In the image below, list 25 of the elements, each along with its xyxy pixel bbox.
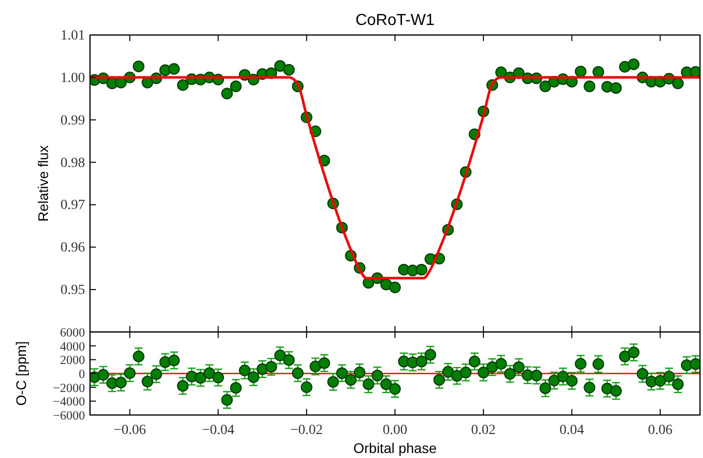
x-axis-title: Orbital phase xyxy=(353,440,437,456)
y-tick-label: 1.00 xyxy=(60,70,85,86)
x-tick-label: −0.04 xyxy=(202,423,234,438)
y-tick-label: 0 xyxy=(78,367,85,381)
y-tick-label: −6000 xyxy=(52,408,85,422)
x-tick-label: 0.06 xyxy=(648,423,672,438)
x-tick-label: 0.04 xyxy=(560,423,584,438)
y-axis-title: O-C [ppm] xyxy=(13,341,29,406)
y-tick-label: −4000 xyxy=(52,394,85,409)
chart-title: CoRoT-W1 xyxy=(355,12,435,29)
y-tick-label: 6000 xyxy=(60,326,85,340)
y-tick-label: 0.95 xyxy=(60,283,85,298)
y-tick-label: 1.01 xyxy=(60,28,85,44)
y-tick-label: 4000 xyxy=(60,339,85,354)
y-tick-label: 0.99 xyxy=(60,113,85,128)
y-tick-label: 0.96 xyxy=(60,240,85,256)
y-tick-label: −2000 xyxy=(52,380,85,395)
y-tick-label: 0.98 xyxy=(60,156,85,171)
x-tick-label: 0.02 xyxy=(471,423,496,438)
y-tick-label: 2000 xyxy=(60,353,85,368)
x-tick-label: 0.00 xyxy=(382,423,408,438)
x-tick-label: −0.06 xyxy=(114,423,146,438)
x-tick-label: −0.02 xyxy=(290,423,323,438)
y-tick-label: 0.97 xyxy=(60,198,85,214)
y-axis-title: Relative flux xyxy=(35,145,51,222)
